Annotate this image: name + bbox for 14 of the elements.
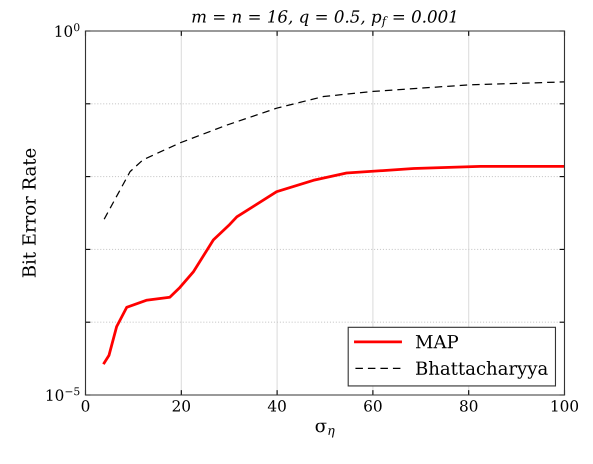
x-tick-label: 0 <box>82 400 90 412</box>
x-axis-title: σ$_{η}$ <box>316 422 334 438</box>
legend-label: Bhattacharyya <box>416 361 548 379</box>
y-tick-label: 10$^{0}$ <box>56 23 80 37</box>
legend-label: MAP <box>416 335 458 348</box>
x-tick-label: 80 <box>460 400 478 412</box>
y-axis-title: Bit Error Rate <box>22 148 36 278</box>
line-series <box>104 81 564 220</box>
x-tick-label: 100 <box>552 400 578 412</box>
chart-title: m = n = 16, q = 0.5, p$_{f}$ = 0.001 <box>192 10 456 28</box>
x-tick-label: 20 <box>172 400 190 412</box>
x-tick-label: 60 <box>364 400 382 412</box>
y-tick-label: 10$^{−5}$ <box>46 387 80 401</box>
x-tick-label: 40 <box>268 400 286 412</box>
